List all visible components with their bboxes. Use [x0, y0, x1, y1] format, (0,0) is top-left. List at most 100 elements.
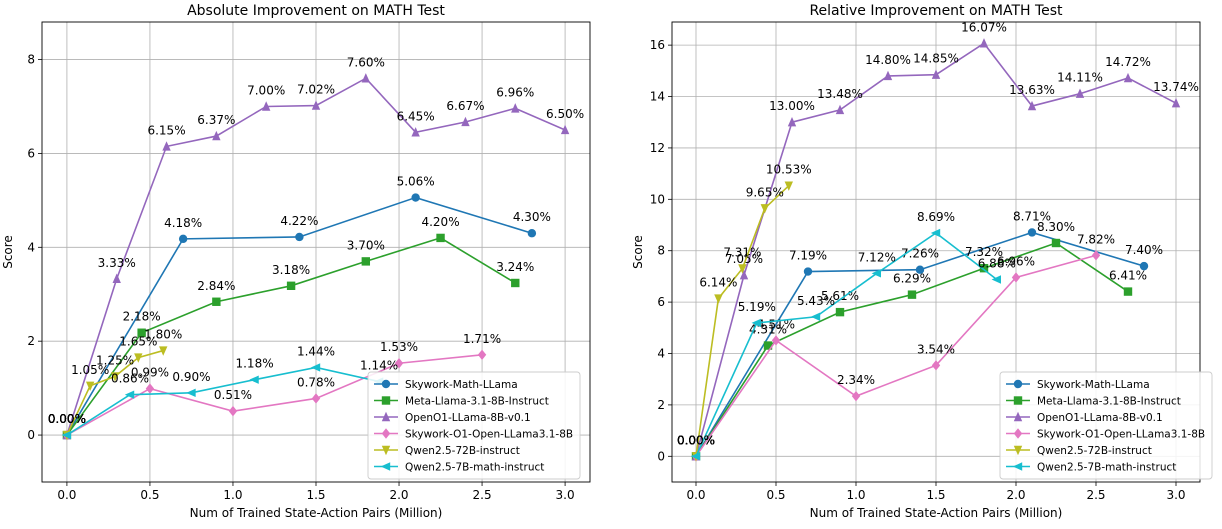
plot-frame	[41, 21, 591, 483]
data-label: 1.71%	[463, 332, 501, 346]
data-point	[851, 390, 861, 402]
y-tick-label: 0	[27, 428, 35, 442]
series-skywork-o1-open-llama3-1-8b: 0.00% 4.51% 2.34% 3.54% 6.96% 7.82%	[677, 232, 1115, 462]
data-label: 13.63%	[1009, 83, 1055, 97]
legend: Skywork-Math-LLama Meta-Llama-3.1-8B-Inst…	[999, 371, 1213, 480]
x-tick-label: 2.0	[389, 488, 408, 502]
data-point	[249, 375, 259, 384]
legend-entry: Skywork-Math-LLama	[1037, 379, 1150, 391]
data-label: 7.12%	[858, 250, 896, 264]
legend-marker	[1013, 428, 1023, 439]
data-point	[1123, 72, 1133, 83]
legend-entry: Qwen2.5-7B-math-instruct	[1037, 462, 1176, 474]
data-label: 3.18%	[272, 263, 310, 277]
x-tick-label: 1.0	[846, 488, 865, 502]
data-label: 1.05%	[71, 363, 109, 377]
legend-marker	[1012, 462, 1023, 471]
data-label: 6.37%	[197, 113, 235, 127]
legend-entry: Skywork-O1-Open-LLama3.1-8B	[405, 429, 573, 441]
data-point	[178, 234, 188, 244]
data-label: 6.67%	[446, 99, 484, 113]
chart-title: Relative Improvement on MATH Test	[809, 3, 1063, 19]
data-label: 0.00%	[677, 433, 715, 447]
data-point	[145, 383, 155, 394]
data-point	[61, 430, 72, 440]
series-qwen2-5-72b-instruct: 0.00% 6.14% 7.31% 9.65% 10.53%	[677, 163, 812, 462]
data-point	[311, 393, 321, 404]
data-point	[361, 73, 371, 83]
data-point	[871, 269, 881, 278]
y-tick-label: 6	[27, 146, 35, 160]
legend-marker	[381, 445, 391, 456]
data-label: 2.34%	[837, 373, 875, 387]
chart-panel-2: 0.0 0.5 1.0 1.5 2.0 2.5 3.0 0 2 4 6 8 10 12 14 16 0.00% 7…	[631, 3, 1213, 520]
data-label: 14.85%	[913, 52, 959, 66]
y-tick-label: 6	[657, 295, 665, 309]
data-point	[931, 360, 941, 371]
data-label: 0.78%	[297, 375, 335, 389]
data-point	[85, 381, 95, 391]
data-label: 13.74%	[1153, 80, 1199, 94]
data-point	[751, 318, 761, 328]
data-label: 14.80%	[865, 53, 911, 67]
grid	[42, 22, 590, 482]
data-label: 0.90%	[172, 370, 210, 384]
data-label: 0.00%	[48, 412, 86, 426]
data-label: 4.51%	[757, 317, 795, 331]
data-label: 6.45%	[397, 109, 435, 123]
data-point	[1075, 88, 1085, 98]
y-tick-label: 0	[657, 449, 665, 463]
data-point	[760, 204, 769, 214]
data-point	[1123, 287, 1133, 296]
data-label: 6.15%	[147, 123, 185, 137]
data-point	[137, 328, 146, 337]
data-label: 6.14%	[699, 276, 737, 290]
data-label: 0.00%	[48, 412, 86, 426]
data-point	[763, 341, 773, 350]
x-tick-label: 0.0	[57, 488, 76, 502]
data-point	[394, 358, 404, 369]
legend-entry: Qwen2.5-7B-math-instruct	[405, 462, 544, 474]
data-label: 9.65%	[746, 185, 784, 199]
series-line	[695, 254, 1097, 457]
data-point	[162, 141, 171, 151]
data-label: 0.51%	[214, 388, 252, 402]
data-point	[477, 349, 487, 360]
data-label: 2.18%	[123, 310, 161, 324]
data-label: 7.00%	[247, 83, 285, 97]
data-point	[835, 307, 845, 317]
data-label: 13.00%	[769, 99, 815, 113]
data-label: 3.24%	[496, 260, 534, 274]
legend-entry: Qwen2.5-72B-instruct	[1037, 445, 1152, 457]
x-axis-label: Num of Trained State-Action Pairs (Milli…	[810, 506, 1063, 520]
data-point	[787, 117, 797, 127]
data-label: 2.84%	[197, 279, 235, 293]
data-point	[361, 257, 371, 266]
data-label: 6.88%	[978, 256, 1016, 270]
data-label: 7.31%	[723, 245, 761, 259]
series-line	[695, 231, 998, 457]
data-label: 10.53%	[766, 163, 812, 177]
data-point	[784, 181, 793, 191]
x-axis-label: Num of Trained State-Action Pairs (Milli…	[190, 506, 443, 520]
data-point	[738, 264, 747, 274]
data-label: 7.82%	[1077, 232, 1115, 246]
data-label: 8.71%	[1013, 209, 1051, 223]
legend-entry: Meta-Llama-3.1-8B-Instruct	[1037, 396, 1181, 408]
legend-marker	[381, 428, 391, 439]
legend-marker	[1013, 445, 1023, 456]
data-label: 1.44%	[297, 344, 335, 358]
data-point	[436, 233, 445, 243]
data-point	[310, 363, 321, 372]
data-point	[159, 346, 168, 356]
data-point	[411, 193, 420, 202]
data-point	[560, 124, 570, 135]
y-tick-label: 4	[657, 347, 665, 361]
x-tick-label: 1.5	[926, 488, 945, 502]
series-openo1-llama-8b-v0-1: 0.00% 7.05% 13.00%13.48% 14.80% 14.85% 16.07%…	[677, 20, 1199, 461]
data-label: 16.07%	[961, 20, 1007, 34]
data-point	[134, 353, 143, 363]
data-label: 4.18%	[164, 216, 202, 230]
data-label: 1.25%	[96, 353, 134, 367]
